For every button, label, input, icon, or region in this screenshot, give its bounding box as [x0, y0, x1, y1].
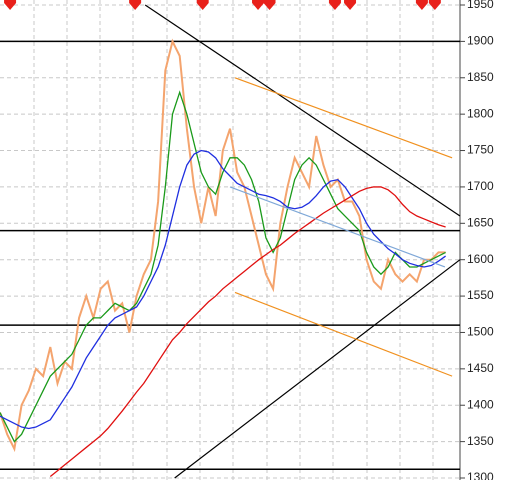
y-tick-label: 1500: [467, 325, 494, 339]
signal-marker: [428, 0, 441, 10]
y-tick-label: 1800: [467, 106, 494, 120]
y-tick-label: 1400: [467, 397, 494, 411]
signal-marker: [263, 0, 276, 10]
trend-line: [234, 77, 453, 159]
vertical-grid: [33, 0, 434, 480]
y-tick-label: 1750: [467, 143, 494, 157]
y-tick-label: 1300: [467, 470, 494, 480]
y-tick-label: 1700: [467, 179, 494, 193]
series-line: [0, 90, 446, 443]
signal-marker: [344, 0, 357, 10]
signal-marker: [415, 0, 428, 10]
y-tick-label: 1650: [467, 215, 494, 229]
series-line: [0, 38, 446, 453]
trend-line: [174, 259, 461, 479]
y-tick-label: 1600: [467, 252, 494, 266]
y-tick-label: 1850: [467, 70, 494, 84]
y-tick-label: 1350: [467, 434, 494, 448]
signal-marker: [328, 0, 341, 10]
trend-line: [229, 186, 446, 268]
signal-marker: [129, 0, 142, 10]
y-tick-label: 1950: [467, 0, 494, 11]
series-line: [49, 186, 446, 478]
signal-marker: [196, 0, 209, 10]
y-tick-label: 1550: [467, 288, 494, 302]
y-tick-label: 1450: [467, 361, 494, 375]
trend-line: [234, 291, 453, 377]
signal-marker: [4, 0, 17, 10]
y-tick-label: 1900: [467, 34, 494, 48]
signal-marker: [252, 0, 265, 10]
trend-line: [144, 4, 461, 217]
series-line: [0, 149, 447, 430]
